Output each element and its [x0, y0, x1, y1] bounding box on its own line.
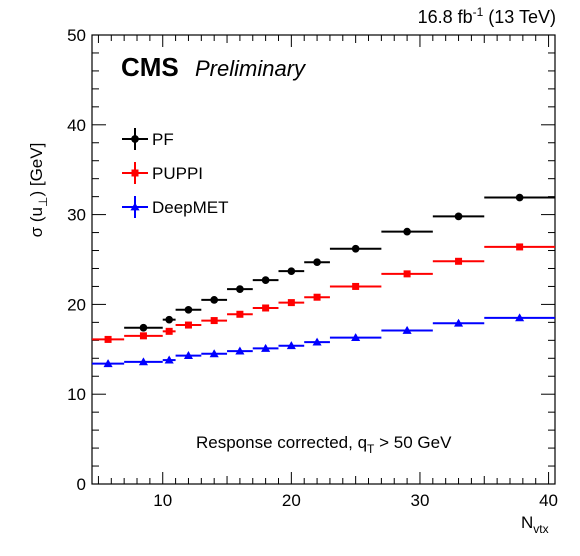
data-point — [455, 257, 463, 265]
data-point — [138, 357, 148, 366]
series-puppi — [92, 243, 555, 343]
legend-label: DeepMET — [152, 198, 229, 217]
data-point — [453, 318, 464, 327]
data-point — [313, 258, 321, 267]
data-point — [261, 343, 271, 352]
data-point — [210, 317, 218, 325]
data-point — [139, 323, 148, 332]
data-point — [164, 355, 174, 364]
legend-label: PUPPI — [152, 164, 203, 183]
data-point — [312, 337, 322, 346]
data-point — [262, 304, 270, 312]
axis-ticks: 10 20 30 40 0 10 20 30 40 50 — [67, 26, 558, 510]
data-point — [516, 243, 524, 251]
x-tick-label: 10 — [153, 491, 172, 510]
data-point — [351, 333, 361, 342]
data-point — [183, 351, 194, 359]
data-series — [92, 193, 555, 368]
data-point — [403, 227, 411, 236]
legend-marker — [130, 202, 140, 211]
preliminary-label: Preliminary — [195, 56, 307, 81]
data-point — [103, 359, 113, 368]
legend-item-deepmet: DeepMET — [122, 196, 229, 218]
data-point — [351, 244, 360, 253]
data-point — [236, 285, 244, 293]
legend-item-pf: PF — [122, 128, 174, 150]
data-point — [352, 282, 360, 290]
data-point — [139, 332, 147, 340]
legend-marker — [131, 169, 139, 177]
data-point — [184, 305, 193, 314]
data-point — [287, 299, 295, 307]
legend: PF PUPPI DeepMET — [122, 128, 229, 218]
plot-frame — [91, 34, 556, 485]
response-corrected-annotation: Response corrected, qT > 50 GeV — [196, 433, 452, 456]
data-point — [515, 193, 524, 202]
x-tick-label: 20 — [282, 491, 301, 510]
series-pf — [124, 193, 555, 332]
data-point — [286, 341, 296, 350]
series-deepmet — [92, 313, 555, 368]
data-point — [403, 270, 411, 278]
data-point — [210, 296, 219, 304]
legend-label: PF — [152, 130, 174, 149]
lumi-label: 16.8 fb-1 (13 TeV) — [418, 5, 556, 27]
data-point — [235, 346, 245, 355]
data-point — [287, 267, 296, 276]
x-tick-label: 40 — [539, 491, 558, 510]
y-tick-label: 0 — [77, 475, 86, 494]
data-point — [402, 325, 412, 334]
data-point — [165, 315, 174, 324]
data-point — [165, 327, 173, 335]
data-point — [184, 321, 192, 329]
y-axis-title: σ (u⊥) [GeV] — [27, 143, 50, 238]
data-point — [454, 212, 463, 221]
x-axis-title: Nvtx — [521, 513, 549, 536]
data-point — [313, 293, 321, 301]
data-point — [236, 310, 244, 318]
y-tick-label: 50 — [67, 26, 86, 45]
data-point — [104, 335, 112, 343]
y-tick-label: 30 — [67, 206, 86, 225]
legend-marker — [131, 135, 139, 143]
y-tick-label: 20 — [67, 295, 86, 314]
y-tick-label: 40 — [67, 116, 86, 135]
data-point — [209, 349, 219, 358]
data-point — [515, 313, 525, 322]
y-tick-label: 10 — [67, 385, 86, 404]
data-point — [261, 276, 270, 285]
legend-item-puppi: PUPPI — [122, 162, 203, 184]
cms-label: CMS — [121, 52, 179, 82]
x-tick-label: 30 — [410, 491, 429, 510]
